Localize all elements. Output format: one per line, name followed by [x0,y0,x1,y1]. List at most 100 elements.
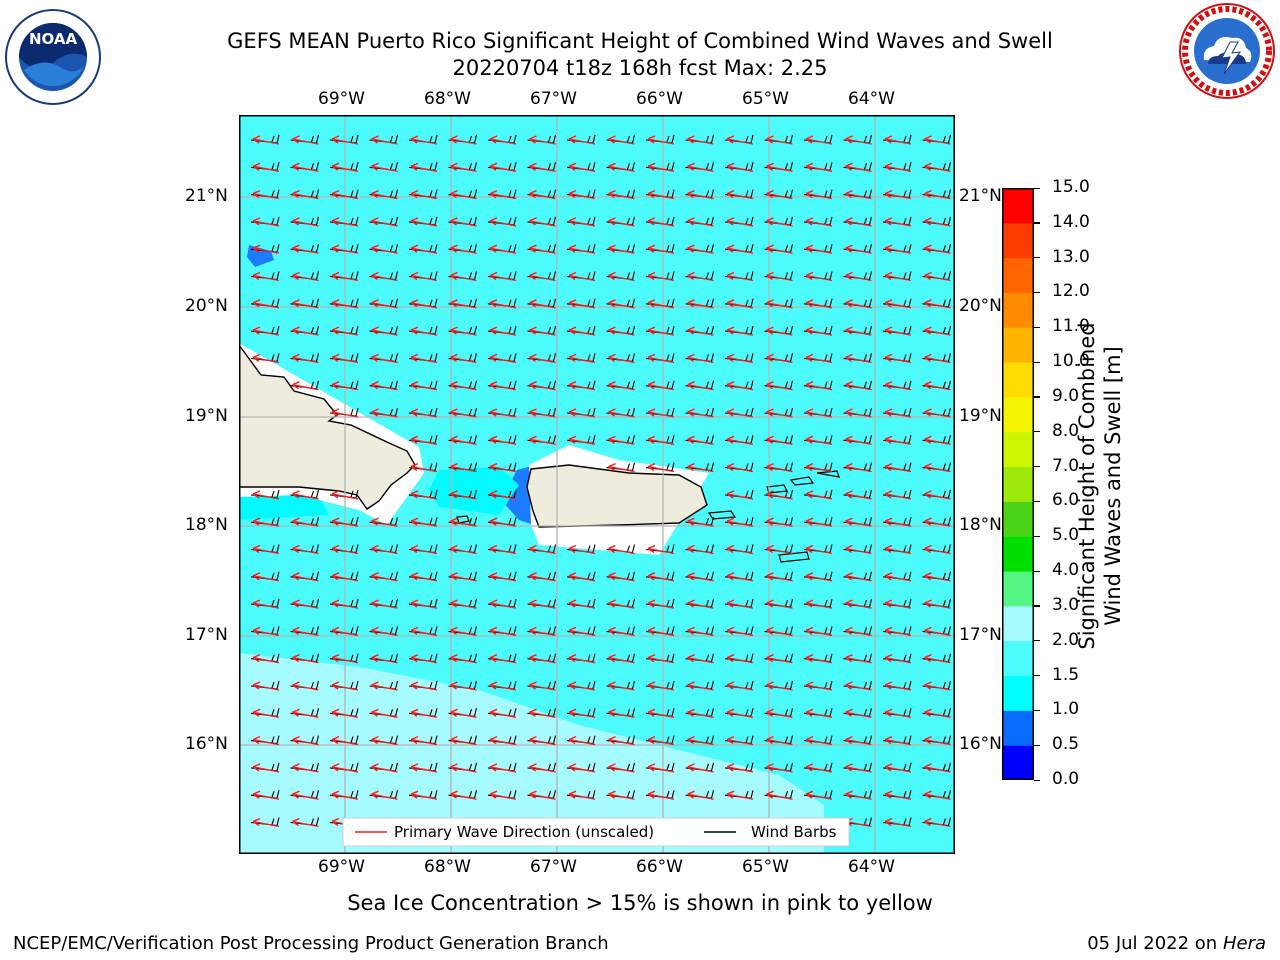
wave-direction-arrow [726,517,754,527]
wave-direction-arrow [608,462,635,473]
vector-cell [329,571,359,582]
vector-cell [882,435,912,445]
wave-direction-arrow [252,817,280,828]
wave-direction-arrow [726,353,754,364]
vector-cell [487,708,517,718]
wave-direction-arrow [331,790,359,800]
wave-direction-arrow [766,708,793,718]
vector-cell [922,571,952,582]
vector-cell [764,790,794,800]
vector-cell [487,407,517,418]
wave-direction-arrow [647,572,675,582]
wave-direction-arrow [489,517,517,527]
vector-cell [408,626,438,637]
wave-direction-arrow [687,599,714,609]
wave-direction-arrow [568,572,596,582]
wave-direction-arrow [529,544,556,555]
wave-direction-arrow [766,599,793,609]
wave-direction-arrow [529,681,556,691]
wave-direction-arrow [410,244,438,254]
chart-title-line2: 20220704 t18z 168h fcst Max: 2.25 [452,56,828,80]
wave-direction-arrow [924,408,951,418]
vector-cell [606,134,636,145]
wave-direction-arrow [845,189,872,200]
wave-direction-arrow [924,135,951,145]
vector-cell [882,790,912,800]
wave-direction-arrow [766,763,793,773]
wave-direction-arrow [489,189,517,200]
vector-cell [250,325,280,336]
map-area[interactable]: Primary Wave Direction (unscaled) Wind B… [238,115,955,854]
wave-direction-arrow [687,572,714,582]
vector-cell [724,353,754,364]
vector-cell [803,517,833,527]
colorbar-tick-label: 1.0 [1052,699,1080,720]
vector-cell [803,680,833,691]
wave-direction-arrow [252,189,280,200]
wave-direction-arrow [489,299,517,309]
vector-cell [803,325,833,336]
wave-direction-arrow [845,681,872,691]
vector-cell [882,325,912,336]
vector-cell [922,653,952,664]
wave-direction-arrow [292,708,319,718]
vector-cell [408,598,438,609]
wave-direction-arrow [845,490,872,500]
wave-direction-arrow [647,544,675,555]
wave-direction-arrow [608,763,635,773]
vector-cell [408,544,438,555]
wave-direction-arrow [726,326,754,336]
wave-direction-arrow [845,790,872,800]
wave-direction-arrow [805,462,833,473]
wave-direction-arrow [489,381,517,391]
vector-cell [843,162,873,172]
wave-direction-arrow [608,435,635,445]
vector-cell [448,626,478,637]
wave-direction-arrow [924,817,951,828]
wave-direction-arrow [331,189,359,200]
colorbar-bin [1002,222,1034,259]
wave-direction-arrow [292,517,319,527]
wave-direction-arrow [371,763,398,773]
wave-direction-arrow [884,490,912,500]
colorbar-tick-label: 4.0 [1052,560,1080,581]
colorbar-bin [1002,640,1034,677]
footer-producer: NCEP/EMC/Verification Post Processing Pr… [13,933,609,954]
vector-cell [882,544,912,555]
wave-direction-arrow [529,790,556,800]
vector-cell [764,489,794,500]
wave-direction-arrow [450,626,477,637]
vector-cell [566,353,596,364]
vector-cell [606,680,636,691]
wave-direction-arrow [252,681,280,691]
vector-cell [369,517,399,527]
wave-direction-arrow [845,381,872,391]
lat-label-right: 16°N [959,734,1002,754]
wave-direction-arrow [292,217,319,227]
vector-cell [408,325,438,336]
wave-direction-arrow [529,299,556,309]
vector-cell [250,735,280,746]
wave-direction-arrow [371,244,398,254]
vector-cell [764,653,794,664]
vector-cell [290,134,320,145]
wave-direction-arrow [371,326,398,336]
wave-direction-arrow [410,381,438,391]
wave-direction-arrow [884,735,912,746]
vector-cell [527,407,557,418]
wave-direction-arrow [410,681,438,691]
vector-cell [250,544,280,555]
wave-direction-arrow [252,135,280,145]
wave-direction-arrow [450,408,477,418]
wave-direction-arrow [410,708,438,718]
wave-direction-arrow [568,271,596,282]
lat-label-right: 17°N [959,625,1002,645]
vector-cell [724,271,754,282]
vector-cell [487,435,517,445]
wave-direction-arrow [687,408,714,418]
colorbar-tick-mark [1034,570,1040,572]
vector-cell [843,435,873,445]
vector-cell [922,189,952,200]
vector-cell [408,244,438,254]
vector-cell [566,325,596,336]
